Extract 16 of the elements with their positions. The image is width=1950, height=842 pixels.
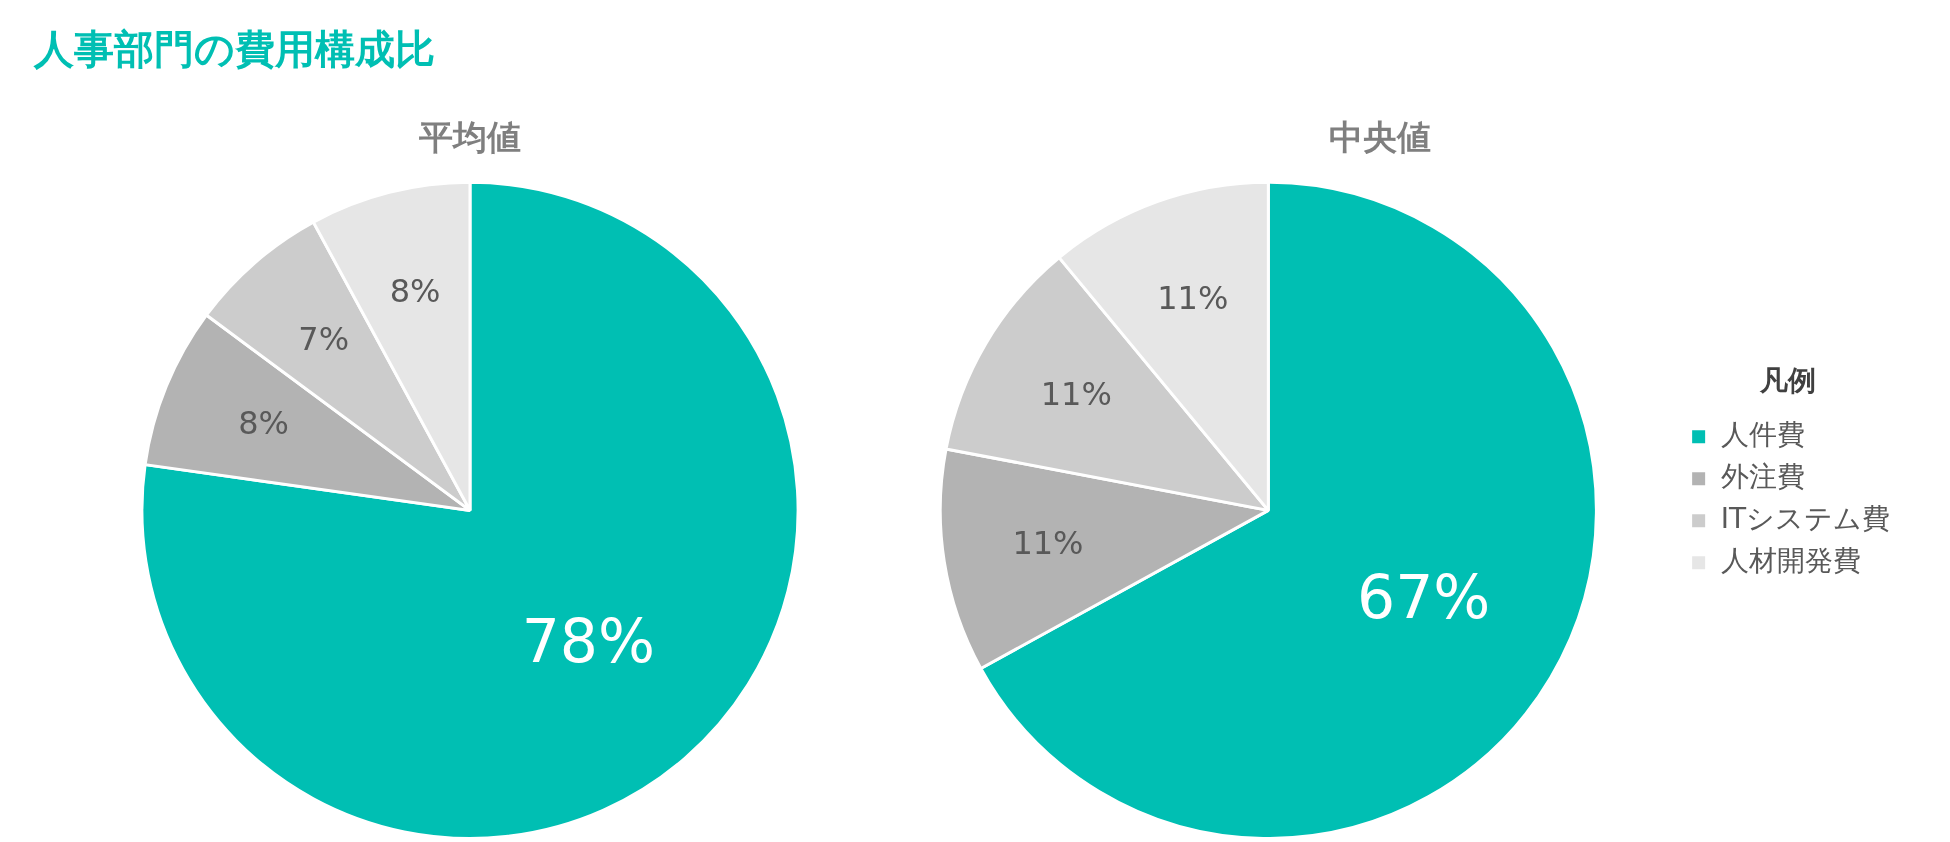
data-label: 11% (1040, 375, 1112, 414)
data-label: 11% (1157, 278, 1229, 317)
legend-label: 外注費 (1720, 460, 1805, 494)
legend-label: 人材開発費 (1720, 544, 1861, 578)
legend-label: 人件費 (1720, 418, 1805, 452)
data-label: 8% (238, 404, 289, 443)
data-label: 67% (1356, 561, 1491, 632)
data-label: 8% (389, 272, 441, 311)
text: 人事部門の費用構成比 (34, 25, 435, 74)
chart-title: 中央値 (1329, 117, 1431, 158)
data-label: 11% (1012, 523, 1084, 562)
legend-label: ITシステム費 (1720, 502, 1891, 536)
chart-title: 平均値 (418, 117, 521, 158)
legend-title: 凡例 (1759, 364, 1817, 398)
data-label: 78% (521, 606, 656, 677)
data-label: 7% (298, 320, 350, 359)
